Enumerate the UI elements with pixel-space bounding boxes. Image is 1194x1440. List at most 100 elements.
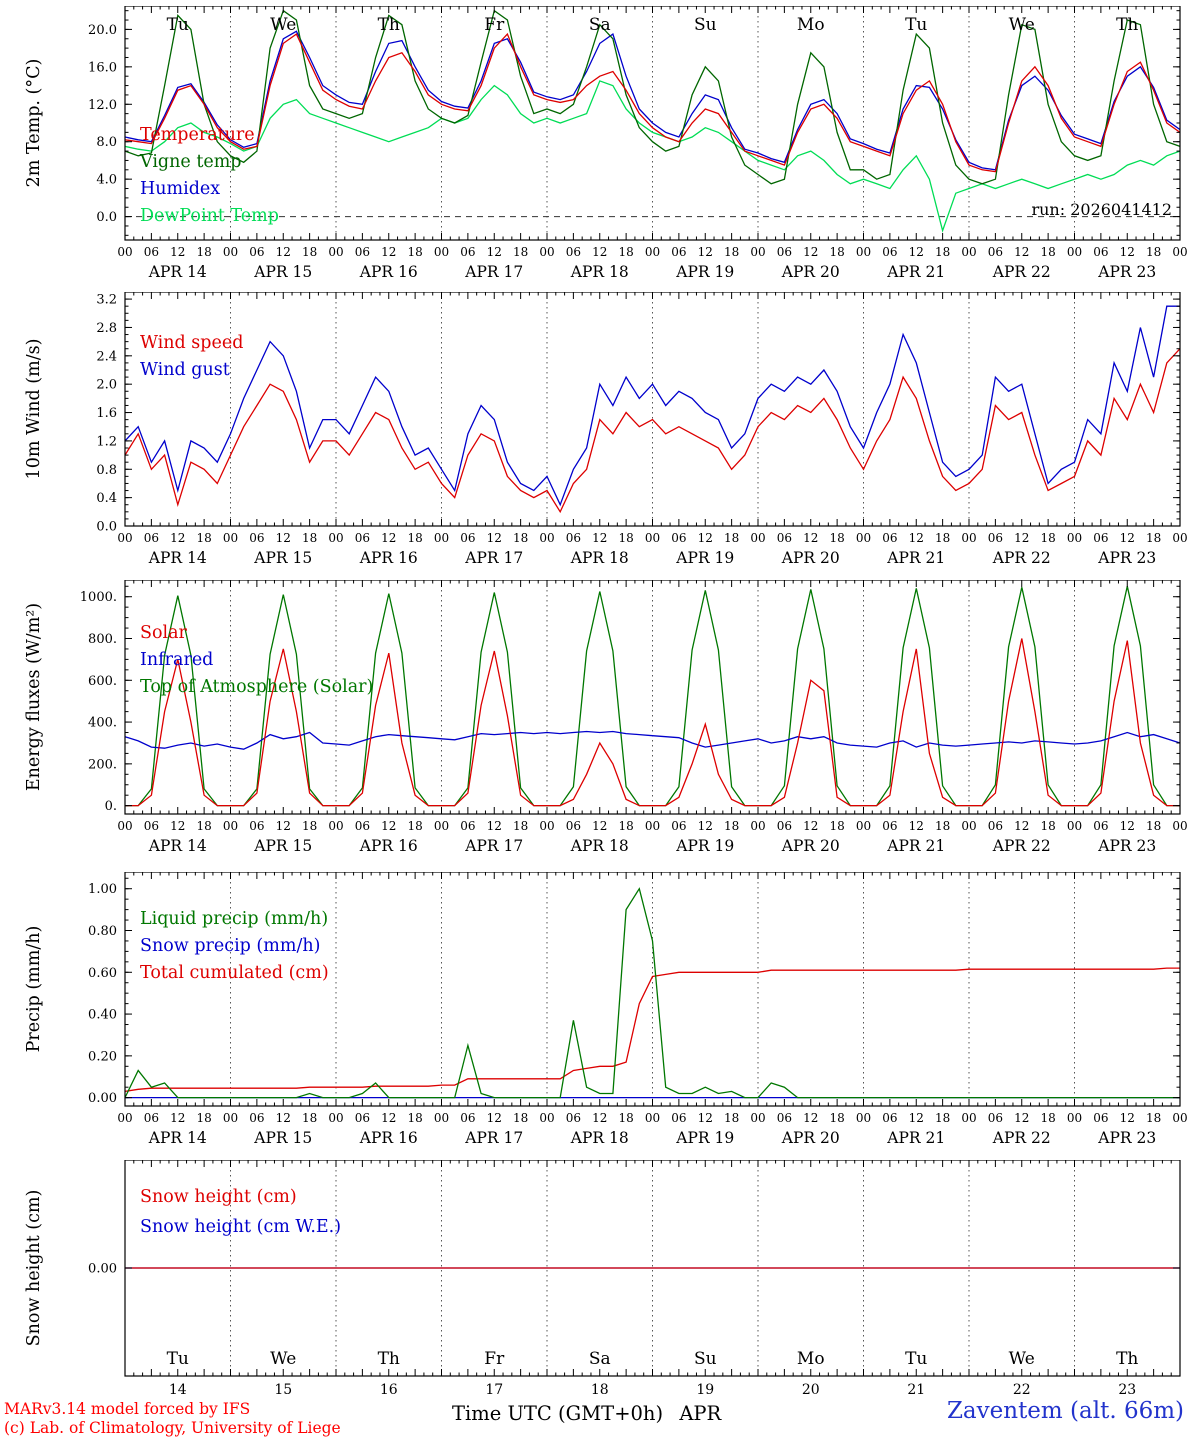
svg-text:00: 00 — [750, 1111, 765, 1125]
svg-text:APR 14: APR 14 — [148, 1129, 207, 1147]
legend-snow-height-we: Snow height (cm W.E.) — [140, 1217, 342, 1237]
svg-text:00: 00 — [223, 1111, 238, 1125]
svg-text:12: 12 — [170, 1111, 185, 1125]
svg-text:18: 18 — [829, 245, 844, 259]
legend-dewpoint: DewPoint Temp — [140, 206, 279, 226]
svg-text:00: 00 — [1172, 819, 1187, 833]
svg-text:18: 18 — [513, 1111, 528, 1125]
legend-temperature: Temperature — [140, 125, 255, 145]
svg-text:16.0: 16.0 — [88, 60, 117, 75]
svg-text:16: 16 — [380, 1382, 398, 1398]
svg-text:00: 00 — [434, 1111, 449, 1125]
svg-text:00: 00 — [856, 245, 871, 259]
svg-text:12: 12 — [381, 245, 396, 259]
month-label: APR — [679, 1402, 722, 1425]
svg-text:06: 06 — [566, 531, 581, 545]
svg-text:00: 00 — [328, 531, 343, 545]
svg-text:APR 18: APR 18 — [570, 837, 629, 855]
svg-text:1.2: 1.2 — [96, 434, 117, 449]
svg-text:18: 18 — [196, 245, 211, 259]
svg-text:0.8: 0.8 — [96, 463, 117, 478]
svg-text:12: 12 — [592, 1111, 607, 1125]
svg-text:00: 00 — [1172, 245, 1187, 259]
svg-text:12: 12 — [909, 1111, 924, 1125]
snow-chart: 0.00 Tu We Th Fr Sa Su Mo Tu We Th 14 15 16 17 18 19 20 21… — [88, 1160, 1181, 1398]
svg-text:We: We — [1009, 1349, 1035, 1369]
svg-text:06: 06 — [144, 819, 159, 833]
svg-text:18: 18 — [591, 1382, 609, 1398]
svg-text:0.40: 0.40 — [88, 1008, 117, 1023]
svg-text:06: 06 — [988, 1111, 1003, 1125]
svg-text:Tu: Tu — [167, 15, 189, 35]
svg-text:06: 06 — [777, 1111, 792, 1125]
svg-text:06: 06 — [460, 819, 475, 833]
precip-panel: Precip (mm/h) 0.00 0.20 0.40 0.60 0.80 1.00 00… — [0, 872, 1194, 1172]
svg-text:APR 21: APR 21 — [886, 1129, 945, 1147]
svg-text:12: 12 — [803, 531, 818, 545]
svg-text:00: 00 — [645, 531, 660, 545]
legend-vigne-temp: Vigne temp — [140, 152, 242, 172]
svg-text:APR 19: APR 19 — [675, 1129, 734, 1147]
svg-text:18: 18 — [935, 1111, 950, 1125]
svg-text:06: 06 — [249, 245, 264, 259]
svg-text:12: 12 — [803, 819, 818, 833]
svg-text:00: 00 — [223, 819, 238, 833]
svg-text:Su: Su — [694, 1349, 717, 1369]
legend-solar: Solar — [140, 623, 187, 643]
svg-text:00: 00 — [750, 245, 765, 259]
svg-text:06: 06 — [355, 245, 370, 259]
svg-text:00: 00 — [223, 531, 238, 545]
svg-text:APR 23: APR 23 — [1097, 837, 1156, 855]
svg-text:06: 06 — [1093, 245, 1108, 259]
svg-text:APR 19: APR 19 — [675, 549, 734, 567]
svg-text:12: 12 — [1120, 1111, 1135, 1125]
svg-text:0.: 0. — [105, 799, 117, 814]
svg-text:00: 00 — [645, 1111, 660, 1125]
svg-text:12: 12 — [909, 245, 924, 259]
svg-text:06: 06 — [355, 531, 370, 545]
svg-text:18: 18 — [196, 819, 211, 833]
svg-text:18: 18 — [724, 245, 739, 259]
svg-text:APR 15: APR 15 — [253, 549, 312, 567]
legend-snow-precip: Snow precip (mm/h) — [140, 936, 321, 956]
svg-text:06: 06 — [671, 819, 686, 833]
svg-text:18: 18 — [1040, 1111, 1055, 1125]
legend-liquid-precip: Liquid precip (mm/h) — [140, 909, 329, 929]
svg-text:APR 16: APR 16 — [359, 263, 418, 281]
svg-text:12: 12 — [381, 531, 396, 545]
legend-infrared: Infrared — [140, 650, 214, 670]
svg-text:00: 00 — [117, 1111, 132, 1125]
svg-text:18: 18 — [1146, 1111, 1161, 1125]
svg-text:00: 00 — [856, 819, 871, 833]
svg-text:18: 18 — [302, 531, 317, 545]
svg-text:23: 23 — [1118, 1382, 1136, 1398]
svg-text:00: 00 — [328, 1111, 343, 1125]
svg-text:We: We — [1009, 15, 1035, 35]
svg-text:18: 18 — [829, 531, 844, 545]
temperature-legend: Temperature Vigne temp Humidex DewPoint … — [140, 122, 279, 230]
wind-legend: Wind speed Wind gust — [140, 330, 243, 384]
svg-text:18: 18 — [1146, 531, 1161, 545]
svg-text:18: 18 — [513, 245, 528, 259]
svg-text:06: 06 — [988, 245, 1003, 259]
svg-text:18: 18 — [513, 819, 528, 833]
precip-legend: Liquid precip (mm/h) Snow precip (mm/h) … — [140, 906, 329, 987]
svg-text:00: 00 — [1172, 1111, 1187, 1125]
svg-text:20: 20 — [802, 1382, 820, 1398]
svg-text:Th: Th — [378, 1349, 400, 1369]
svg-text:12: 12 — [698, 531, 713, 545]
svg-text:12: 12 — [1014, 1111, 1029, 1125]
svg-text:Fr: Fr — [484, 15, 505, 35]
svg-text:APR 18: APR 18 — [570, 549, 629, 567]
svg-text:Th: Th — [1116, 15, 1138, 35]
svg-text:18: 18 — [1040, 819, 1055, 833]
svg-text:14: 14 — [169, 1382, 187, 1398]
svg-text:APR 17: APR 17 — [464, 549, 523, 567]
run-label: run: 2026041412 — [1031, 200, 1172, 219]
svg-text:06: 06 — [882, 245, 897, 259]
svg-text:06: 06 — [671, 245, 686, 259]
svg-text:18: 18 — [935, 531, 950, 545]
svg-text:12: 12 — [170, 819, 185, 833]
svg-text:12: 12 — [381, 1111, 396, 1125]
